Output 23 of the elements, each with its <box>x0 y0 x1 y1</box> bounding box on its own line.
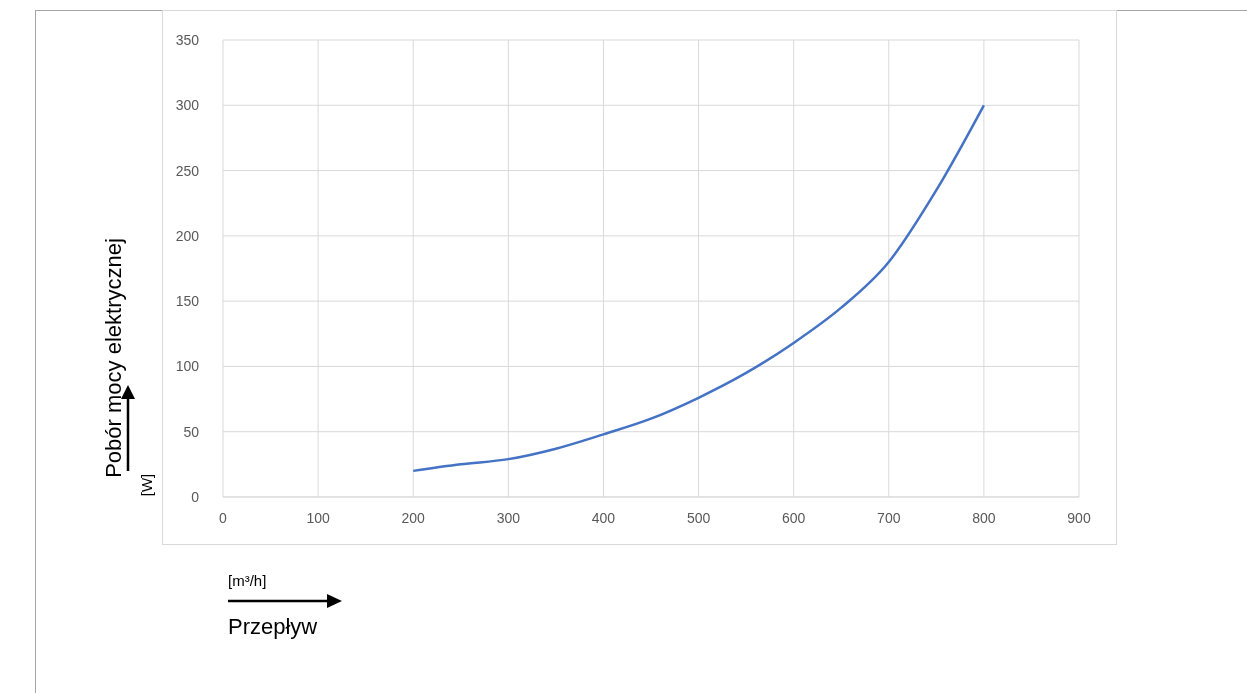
x-tick-label: 900 <box>1067 509 1091 526</box>
y-tick-label: 350 <box>175 31 200 48</box>
x-tick-label: 500 <box>686 509 711 526</box>
y-tick-label: 200 <box>175 227 200 244</box>
x-tick-label: 200 <box>401 509 426 526</box>
x-tick-label: 300 <box>496 509 521 526</box>
y-axis-title: Pobór mocy elektrycznej <box>101 238 127 478</box>
line-series <box>411 104 986 473</box>
x-tick-label: 0 <box>219 509 228 526</box>
y-tick-label: 0 <box>191 488 200 505</box>
x-tick-label: 700 <box>877 509 901 526</box>
x-tick-label: 400 <box>591 509 616 526</box>
x-axis-title: Przepływ <box>228 614 318 640</box>
y-tick-label: 50 <box>183 423 200 440</box>
x-tick-label: 100 <box>306 509 330 526</box>
x-tick-label: 600 <box>781 509 806 526</box>
text: [W] <box>137 473 155 497</box>
text: [m³/h] <box>228 572 267 589</box>
y-tick-label: 300 <box>175 97 200 114</box>
x-tick-label: 800 <box>972 509 996 526</box>
y-tick-label: 250 <box>175 162 200 179</box>
y-tick-label: 150 <box>175 293 200 310</box>
y-tick-label: 100 <box>175 358 200 375</box>
